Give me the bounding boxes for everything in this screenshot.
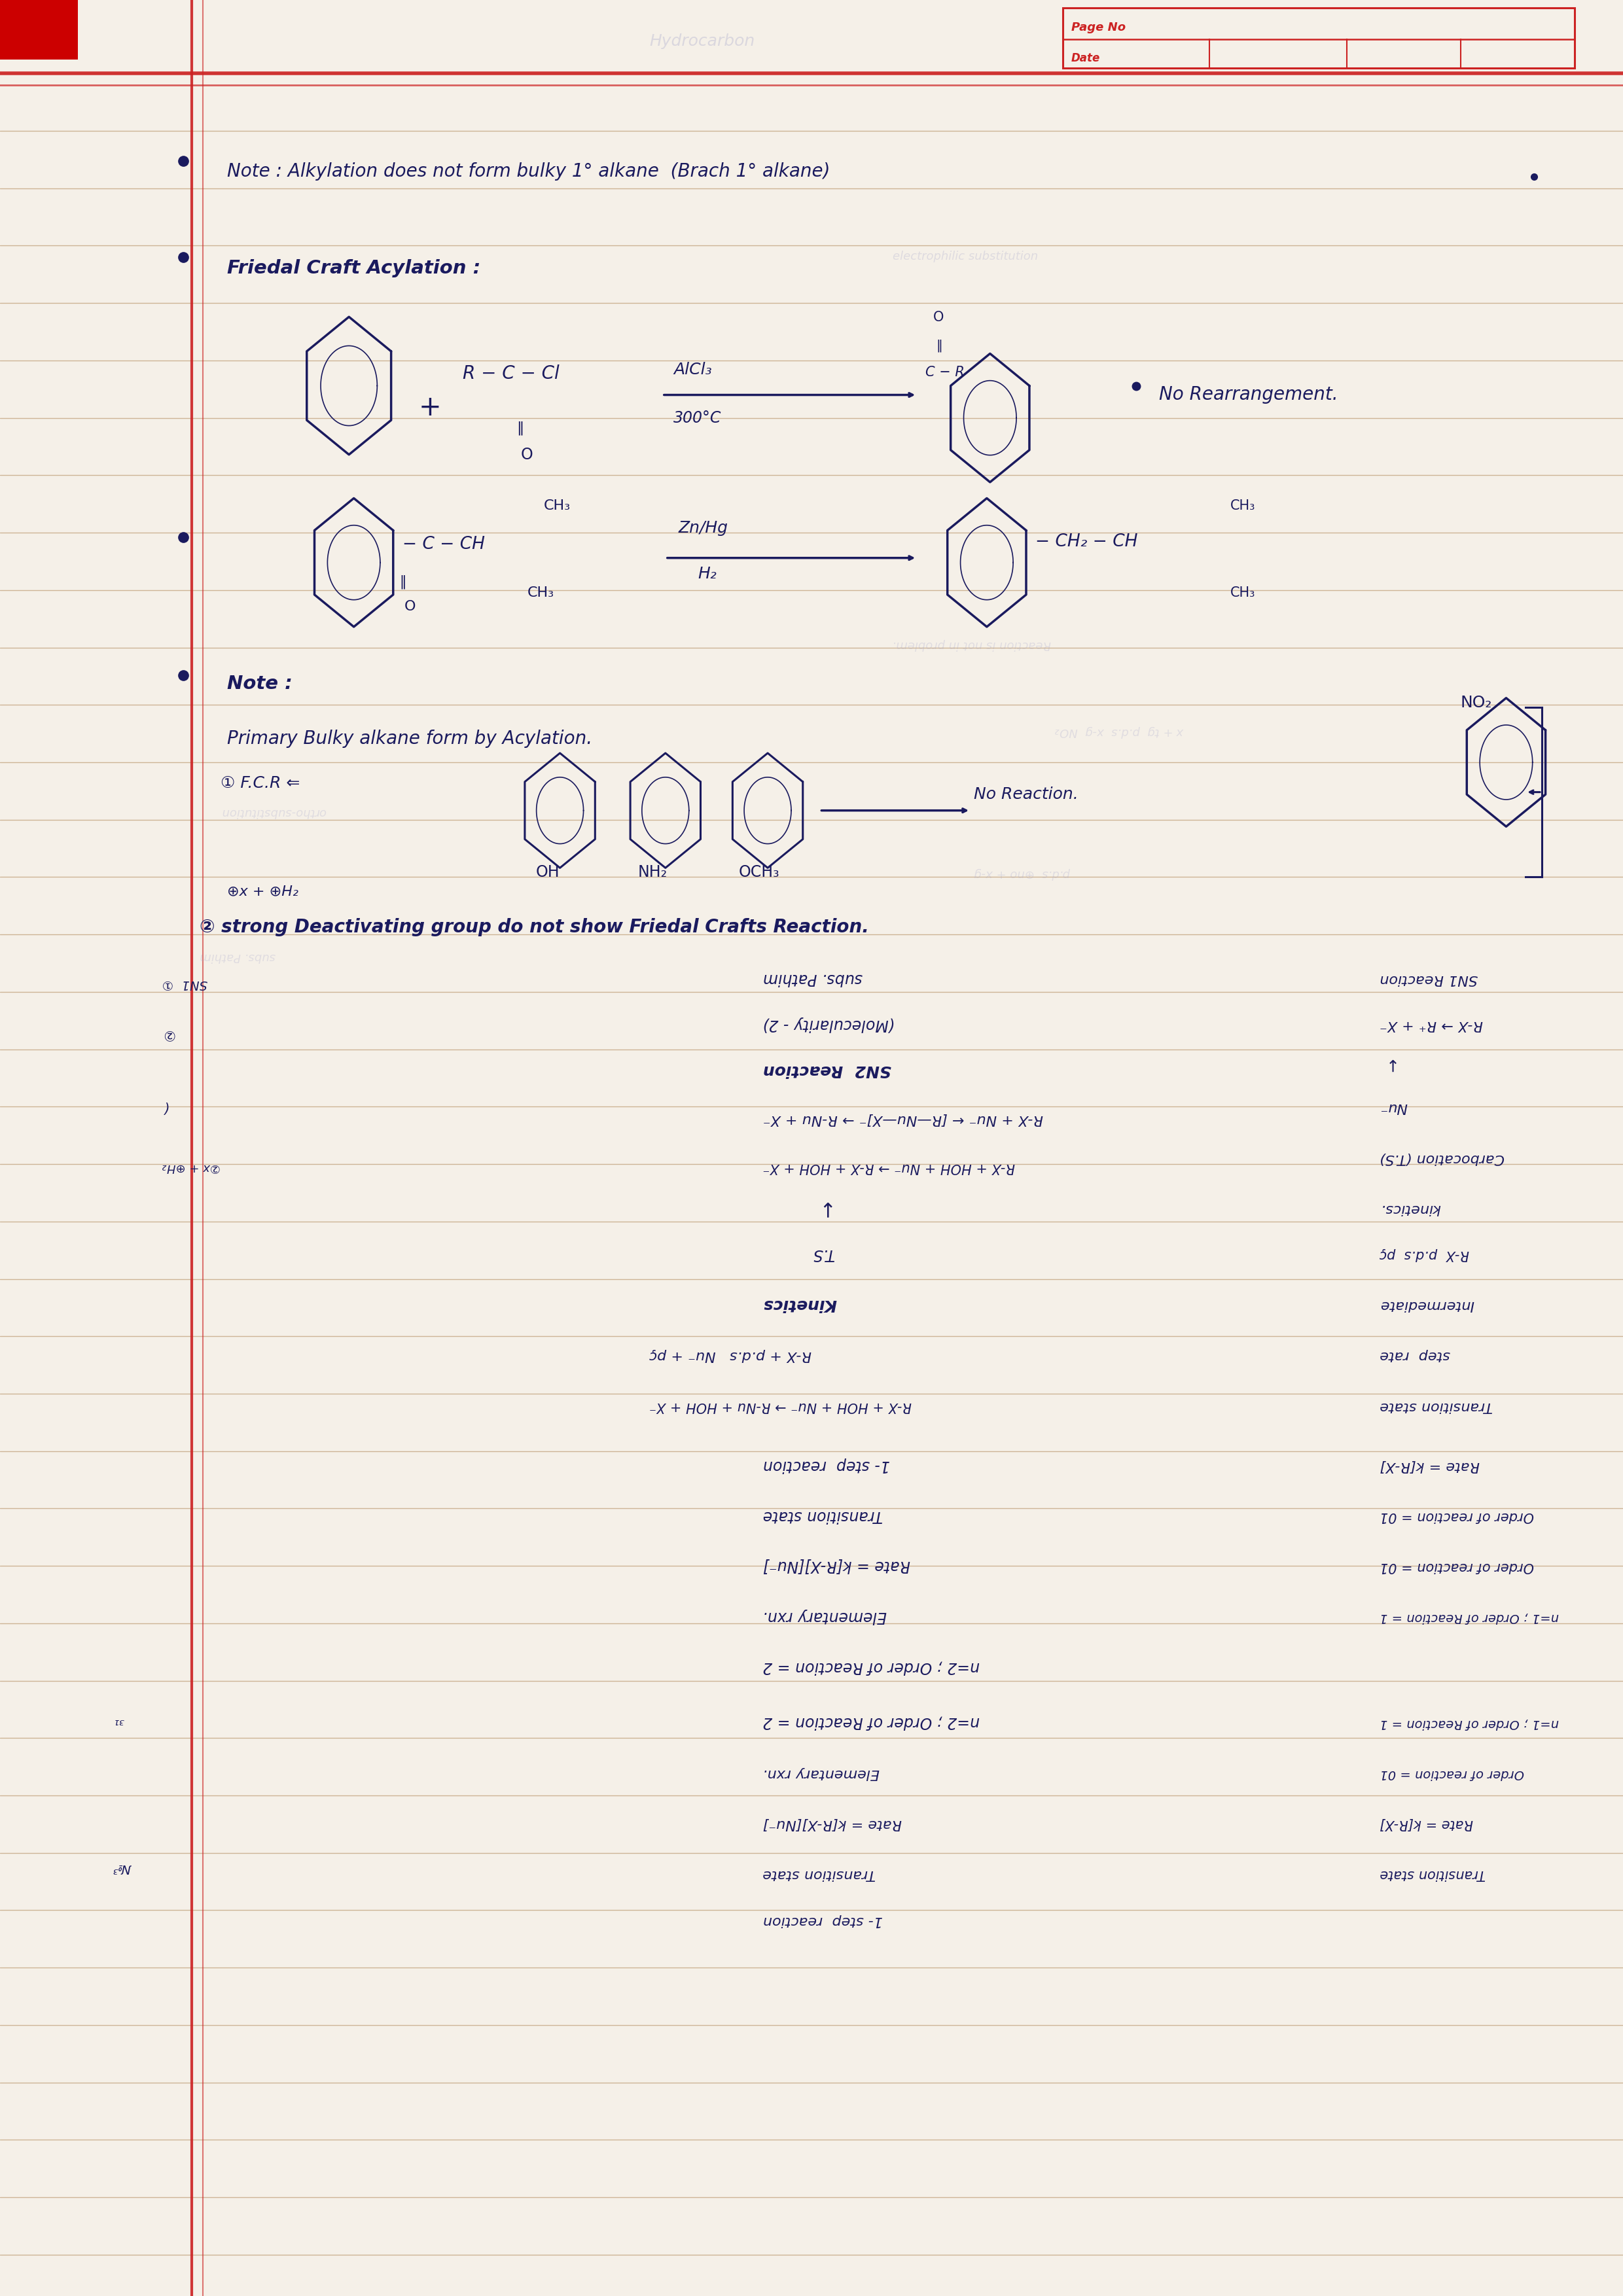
- Text: step  rate: step rate: [1380, 1348, 1449, 1362]
- Text: Transition state: Transition state: [763, 1508, 883, 1522]
- Text: R-X + HOH + Nu⁻ → R-X + HOH + X⁻: R-X + HOH + Nu⁻ → R-X + HOH + X⁻: [763, 1159, 1014, 1173]
- Text: Nu⁻: Nu⁻: [1380, 1100, 1407, 1114]
- Text: n=2 ; Order of Reaction = 2: n=2 ; Order of Reaction = 2: [763, 1660, 980, 1674]
- Text: p.d.s  ⊕no + x-g: p.d.s ⊕no + x-g: [974, 868, 1071, 879]
- Text: Note :: Note :: [227, 675, 292, 693]
- Text: 1- step  reaction: 1- step reaction: [763, 1913, 883, 1926]
- Text: OH: OH: [536, 866, 560, 879]
- Text: n=1 ; Order of Reaction = 1: n=1 ; Order of Reaction = 1: [1380, 1612, 1558, 1623]
- Text: Kinetics: Kinetics: [763, 1297, 837, 1311]
- Text: Rate = k[R-X][Nu⁻]: Rate = k[R-X][Nu⁻]: [763, 1559, 911, 1573]
- Text: − CH₂ − CH: − CH₂ − CH: [1035, 533, 1138, 551]
- Text: R-X + HOH + Nu⁻ → R-Nu + HOH + X⁻: R-X + HOH + Nu⁻ → R-Nu + HOH + X⁻: [649, 1398, 912, 1412]
- FancyBboxPatch shape: [0, 0, 78, 60]
- Text: R − C − Cl: R − C − Cl: [463, 365, 560, 383]
- Text: ‖: ‖: [399, 574, 406, 590]
- Text: No Reaction.: No Reaction.: [974, 788, 1078, 801]
- Text: +: +: [419, 395, 441, 422]
- Text: SN1  ①: SN1 ①: [162, 978, 208, 990]
- Text: AlCl₃: AlCl₃: [674, 363, 712, 377]
- Text: Note : Alkylation does not form bulky 1° alkane  (Brach 1° alkane): Note : Alkylation does not form bulky 1°…: [227, 163, 831, 181]
- Text: subs. Pathim: subs. Pathim: [763, 971, 862, 985]
- Text: NH₂: NH₂: [638, 866, 667, 879]
- Text: R-X → R⁺ + X⁻: R-X → R⁺ + X⁻: [1380, 1017, 1483, 1031]
- Text: CH₃: CH₃: [1230, 585, 1255, 599]
- Text: ↓: ↓: [812, 1196, 828, 1217]
- Text: Order of reaction = 01: Order of reaction = 01: [1380, 1508, 1534, 1522]
- Text: Transition state: Transition state: [1380, 1867, 1485, 1880]
- Text: Order of reaction = 01: Order of reaction = 01: [1380, 1559, 1534, 1573]
- Text: Elementary rxn.: Elementary rxn.: [763, 1766, 880, 1779]
- Text: Reaction is not in problem.: Reaction is not in problem.: [893, 638, 1052, 650]
- Text: (Molecularity - 2): (Molecularity - 2): [763, 1017, 894, 1031]
- Text: SN1 Reaction: SN1 Reaction: [1380, 971, 1477, 985]
- Text: x + tg  p.d.s  x-g  NO₂: x + tg p.d.s x-g NO₂: [1055, 726, 1183, 737]
- Text: H₂: H₂: [698, 567, 717, 581]
- Text: ② strong Deactivating group do not show Friedal Crafts Reaction.: ② strong Deactivating group do not show …: [200, 918, 868, 937]
- Text: (: (: [162, 1100, 167, 1114]
- Text: Page No: Page No: [1071, 21, 1126, 34]
- Text: Transition state: Transition state: [763, 1867, 876, 1880]
- Text: subs. Pathim: subs. Pathim: [200, 951, 276, 962]
- Text: R-X + p.d.s   Nu⁻ + pç: R-X + p.d.s Nu⁻ + pç: [649, 1348, 812, 1362]
- Text: R-X  p.d.s  pç: R-X p.d.s pç: [1380, 1247, 1469, 1261]
- Text: Date: Date: [1071, 53, 1100, 64]
- Text: n=2 ; Order of Reaction = 2: n=2 ; Order of Reaction = 2: [763, 1715, 980, 1729]
- Text: ②x + ⊕H₂: ②x + ⊕H₂: [162, 1162, 221, 1173]
- Text: ②: ②: [162, 1026, 175, 1040]
- Text: Order of reaction = 01: Order of reaction = 01: [1380, 1768, 1524, 1779]
- Text: CH₃: CH₃: [544, 498, 571, 512]
- Text: NO₂: NO₂: [1461, 696, 1493, 709]
- Text: ortho-substitution: ortho-substitution: [221, 806, 326, 817]
- Text: O: O: [521, 448, 534, 461]
- Text: Primary Bulky alkane form by Acylation.: Primary Bulky alkane form by Acylation.: [227, 730, 592, 748]
- Text: Elementary rxn.: Elementary rxn.: [763, 1609, 888, 1623]
- Text: Carbocation (T.S): Carbocation (T.S): [1380, 1150, 1505, 1164]
- Text: − C − CH: − C − CH: [403, 535, 485, 553]
- Text: Friedal Craft Acylation :: Friedal Craft Acylation :: [227, 259, 480, 278]
- Text: electrophilic substitution: electrophilic substitution: [893, 250, 1039, 262]
- Text: ① F.C.R ⇐: ① F.C.R ⇐: [221, 776, 300, 790]
- Text: O: O: [933, 310, 945, 324]
- Text: O: O: [404, 599, 415, 613]
- Text: Intermediate: Intermediate: [1380, 1297, 1474, 1311]
- Text: ⊕x + ⊕H₂: ⊕x + ⊕H₂: [227, 884, 299, 898]
- Text: ‖: ‖: [936, 340, 943, 351]
- Text: Rate = k[R-X]: Rate = k[R-X]: [1380, 1458, 1480, 1472]
- Text: 300°C: 300°C: [674, 411, 722, 425]
- Text: Zn/Hg: Zn/Hg: [678, 521, 729, 535]
- Text: C − R: C − R: [925, 365, 964, 379]
- Text: 1- step  reaction: 1- step reaction: [763, 1458, 889, 1472]
- Text: CH₃: CH₃: [1230, 498, 1255, 512]
- Text: Hydrocarbon: Hydrocarbon: [649, 34, 755, 48]
- Text: OCH₃: OCH₃: [738, 866, 779, 879]
- Text: ³¹: ³¹: [114, 1713, 123, 1724]
- Text: Rate = k[R-X][Nu⁻]: Rate = k[R-X][Nu⁻]: [763, 1816, 902, 1830]
- Text: R-X + Nu⁻ ← [R—Nu—X]⁻ → R-Nu + X⁻: R-X + Nu⁻ ← [R—Nu—X]⁻ → R-Nu + X⁻: [763, 1111, 1044, 1125]
- Text: №³: №³: [114, 1862, 131, 1874]
- Text: ‖: ‖: [516, 420, 524, 436]
- Text: n=1 ; Order of Reaction = 1: n=1 ; Order of Reaction = 1: [1380, 1717, 1558, 1729]
- Text: kinetics.: kinetics.: [1380, 1201, 1440, 1215]
- Text: No Rearrangement.: No Rearrangement.: [1159, 386, 1337, 404]
- Text: ↓: ↓: [1380, 1056, 1393, 1070]
- Text: Transition state: Transition state: [1380, 1398, 1493, 1412]
- Text: T.S: T.S: [812, 1247, 834, 1261]
- Text: Rate = k[R-X]: Rate = k[R-X]: [1380, 1816, 1474, 1830]
- Text: CH₃: CH₃: [527, 585, 555, 599]
- Text: SN2  Reaction: SN2 Reaction: [763, 1063, 891, 1077]
